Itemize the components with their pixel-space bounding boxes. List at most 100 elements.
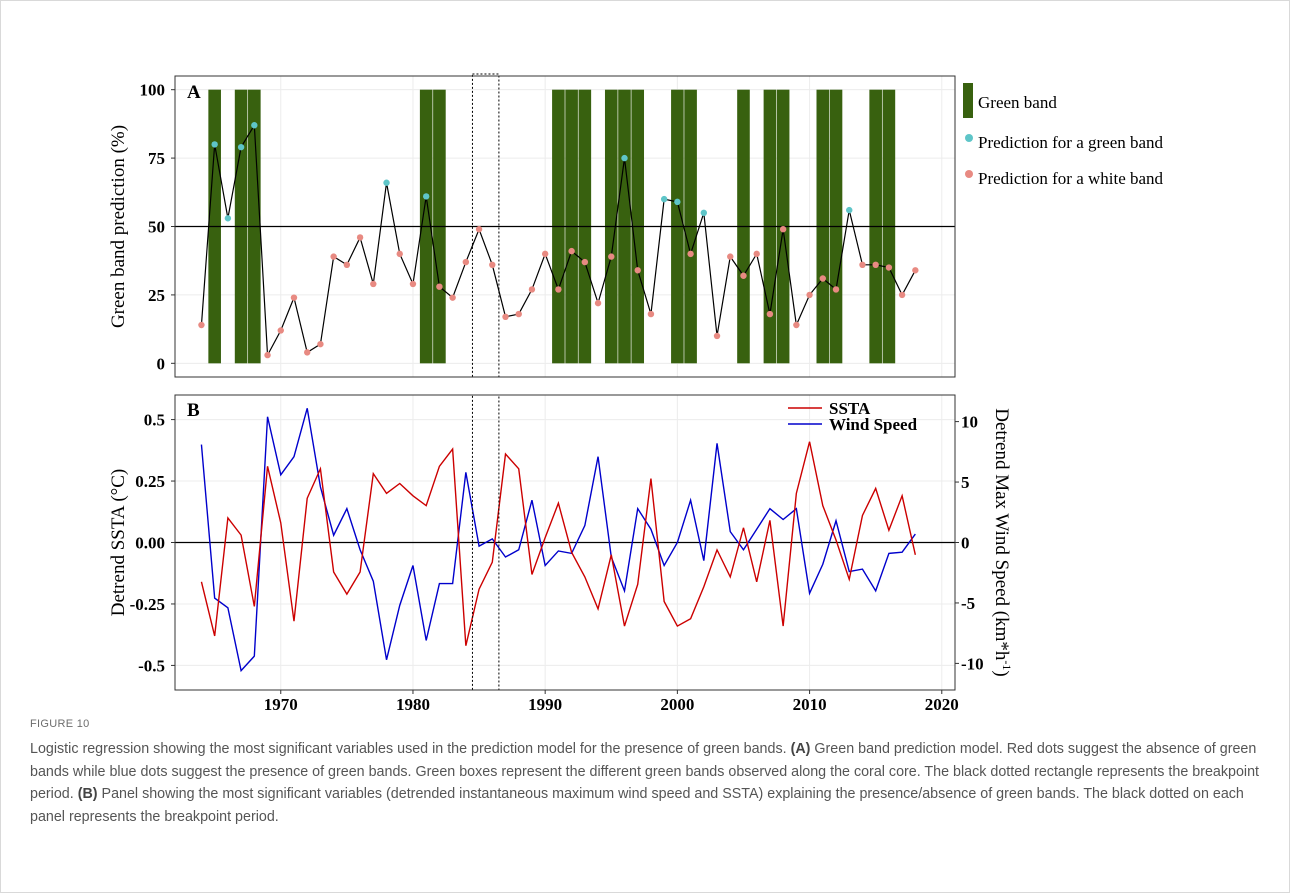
green-prediction-dot (251, 122, 258, 129)
panel-b-left-tick-label: 0.25 (135, 472, 165, 491)
panel-a-y-tick-label: 100 (140, 81, 166, 100)
white-prediction-dot (409, 280, 417, 288)
panel-b-right-tick-label: 0 (961, 534, 970, 553)
white-prediction-dot (594, 299, 602, 307)
white-prediction-dot (449, 294, 456, 301)
panel-a-y-tick-label: 75 (148, 149, 165, 168)
green-prediction-dot (224, 215, 232, 222)
panel-b-right-y-label: Detrend Max Wind Speed (km*h-1) (991, 408, 1014, 677)
white-prediction-dot (502, 313, 509, 320)
white-prediction-dot (793, 321, 800, 329)
legend-wind-label: Wind Speed (829, 415, 918, 434)
ssta-series-line (200, 441, 917, 646)
white-prediction-dot (779, 226, 787, 233)
white-prediction-dot (489, 261, 496, 269)
green-prediction-dot (700, 209, 708, 217)
panel-b-x-tick-label: 1980 (396, 695, 430, 710)
panel-a-y-tick-label: 0 (157, 354, 166, 373)
white-prediction-dot (304, 349, 311, 356)
panel-a: 0 25 50 75 100 A Green band prediction (%) G… (108, 73, 1164, 378)
panel-b-right-ticks: -10 -5 0 5 10 (955, 413, 984, 673)
panel-b-left-y-label: Detrend SSTA (°C) (108, 469, 129, 617)
white-prediction-dot (317, 340, 324, 348)
white-prediction-dot (634, 267, 641, 274)
white-prediction-dot (264, 351, 271, 359)
white-prediction-dot (647, 310, 655, 318)
white-prediction-dot (753, 250, 760, 258)
white-prediction-dot (727, 253, 734, 260)
white-prediction-dot (343, 261, 351, 269)
white-prediction-dot (859, 261, 866, 269)
white-prediction-dot (885, 264, 893, 271)
white-prediction-dot (528, 286, 536, 293)
panel-b-right-tick-label: -10 (961, 654, 984, 673)
white-prediction-dot (277, 327, 284, 334)
white-prediction-dot (370, 280, 377, 288)
green-prediction-dot (846, 206, 853, 214)
panel-b-legend: SSTA Wind Speed (788, 399, 918, 434)
white-prediction-dot (475, 226, 483, 233)
caption-a-tag: (A) (790, 741, 811, 757)
white-prediction-dot (568, 247, 575, 255)
caption-b-tag: (B) (77, 786, 98, 802)
legend-ssta-label: SSTA (829, 399, 871, 418)
green-prediction-dot (237, 143, 245, 151)
panel-a-y-tick-label: 25 (148, 286, 165, 305)
white-prediction-dot (290, 294, 298, 301)
white-prediction-dot (555, 286, 562, 293)
green-prediction-dot (422, 193, 430, 200)
green-prediction-dot (674, 198, 681, 206)
panel-b-right-tick-label: 10 (961, 413, 978, 432)
white-prediction-dot (541, 250, 549, 258)
white-prediction-dot (766, 310, 774, 318)
white-prediction-dot (436, 283, 443, 290)
caption-a-text: Green band prediction model. Red dots su… (30, 741, 1260, 802)
legend-green-dot-label: Prediction for a green band (978, 133, 1164, 152)
white-prediction-dot (608, 253, 615, 260)
white-prediction-dot (872, 261, 879, 269)
legend-white-dot-swatch (965, 170, 973, 178)
green-prediction-dot (383, 179, 390, 186)
white-prediction-dot (356, 234, 364, 241)
panel-b-x-tick-label: 1990 (528, 695, 562, 710)
green-prediction-dot (660, 195, 668, 203)
caption-lead: Logistic regression showing the most sig… (30, 741, 787, 757)
white-prediction-dot (198, 321, 205, 329)
white-prediction-dot (898, 291, 906, 299)
white-prediction-dot (462, 258, 470, 266)
panel-b-right-tick-label: 5 (961, 473, 970, 492)
panel-b-x-ticks: 1970 1980 1990 2000 2010 2020 (264, 690, 959, 710)
white-prediction-dot (912, 267, 919, 274)
wind-speed-series-line (200, 408, 916, 673)
legend-green-dot-swatch (965, 134, 973, 142)
white-prediction-dot (515, 310, 522, 318)
panel-a-legend: Green band Prediction for a green band Pre… (963, 83, 1164, 188)
legend-green-band-label: Green band (978, 93, 1057, 112)
legend-white-dot-label: Prediction for a white band (978, 169, 1164, 188)
white-prediction-dot (396, 250, 403, 258)
figure-label: FIGURE 10 (30, 718, 90, 730)
panel-a-y-label: Green band prediction (%) (108, 125, 129, 328)
green-prediction-dot (621, 154, 628, 162)
panel-a-y-tick-label: 50 (148, 218, 165, 237)
white-prediction-dot (581, 258, 589, 266)
white-prediction-dot (806, 291, 813, 299)
panel-b-left-tick-label: 0.00 (135, 534, 165, 553)
white-prediction-dot (687, 250, 694, 258)
panel-a-border (174, 75, 956, 378)
panel-b-x-tick-label: 2010 (793, 695, 827, 710)
white-prediction-dot (713, 332, 721, 340)
panel-a-y-ticks: 0 25 50 75 100 (140, 81, 175, 373)
caption-b-text: Panel showing the most significant varia… (30, 786, 1244, 825)
panel-b-left-tick-label: -0.5 (138, 656, 165, 675)
white-prediction-dot (819, 275, 826, 282)
legend-green-band-swatch (963, 83, 973, 118)
white-prediction-dot (330, 253, 337, 260)
white-prediction-dot (832, 286, 840, 293)
breakpoint-box-a (471, 73, 500, 378)
figure-caption: Logistic regression showing the most sig… (30, 738, 1265, 828)
panel-b-tag: B (187, 400, 200, 421)
green-prediction-dot (211, 141, 218, 148)
panel-b-x-tick-label: 1970 (264, 695, 298, 710)
